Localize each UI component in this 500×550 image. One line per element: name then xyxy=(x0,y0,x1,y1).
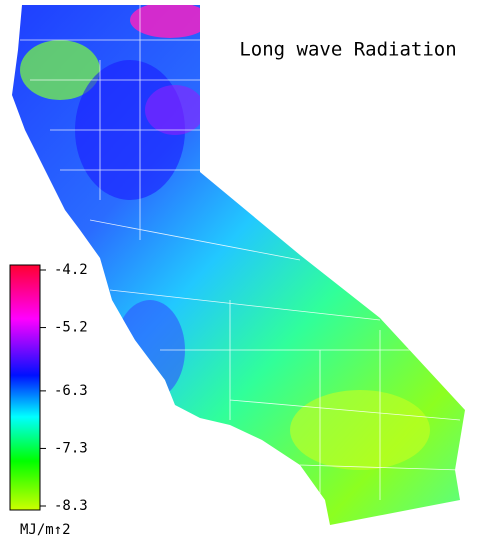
colorbar-gradient xyxy=(9,264,41,511)
colorbar xyxy=(9,264,41,511)
colorbar-tick-label: -7.3 xyxy=(54,440,88,456)
map-title: Long wave Radiation xyxy=(239,39,456,61)
colorbar-unit: MJ/m↑2 xyxy=(20,522,71,538)
colorbar-tick-label: -4.2 xyxy=(54,262,88,278)
colorbar-tick-label: -5.2 xyxy=(54,320,88,336)
colorbar-tick-label: -8.3 xyxy=(54,498,88,514)
colorbar-tick-label: -6.3 xyxy=(54,383,88,399)
